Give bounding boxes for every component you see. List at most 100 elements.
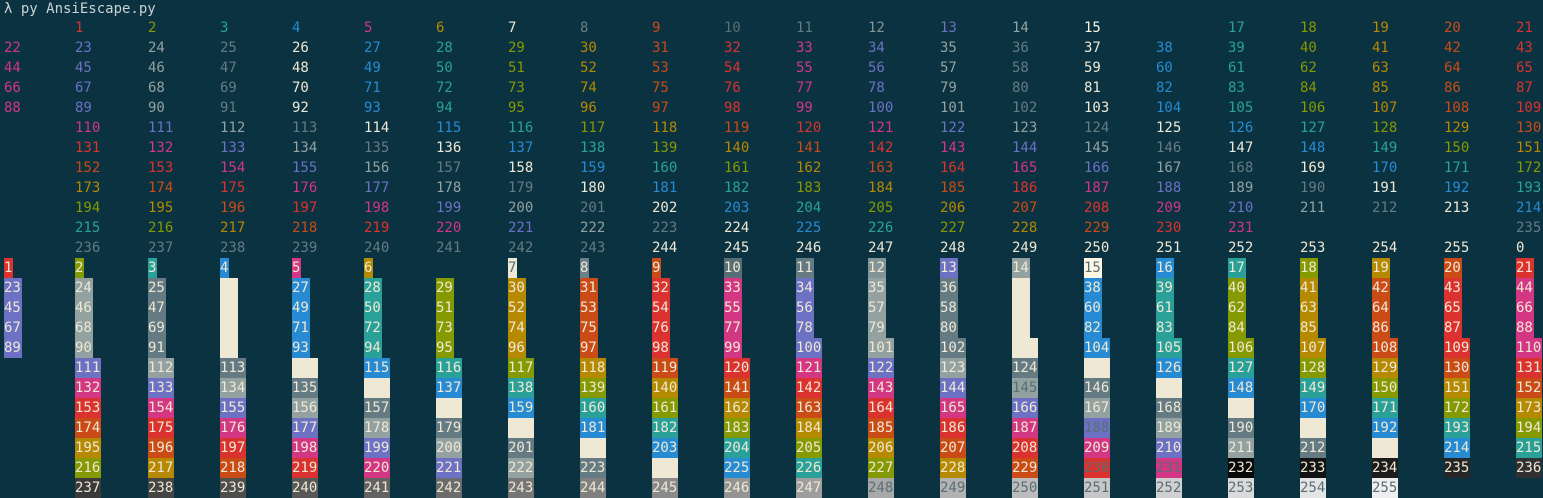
color-cell: 102 [940,338,967,358]
color-cell: 202 [580,438,607,458]
color-cell: 36 [1012,40,1029,56]
color-cell: 15 [1084,20,1101,36]
color-cell: 255 [1372,478,1399,498]
color-cell: 77 [724,318,742,338]
color-cell: 200 [508,200,534,216]
color-cell: 142 [868,140,894,156]
color-cell: 188 [1156,180,1182,196]
color-cell: 176 [292,180,318,196]
color-cell: 246 [724,478,751,498]
color-cell: 110 [75,120,101,136]
color-cell: 101 [940,100,966,116]
color-cell: 114 [364,120,390,136]
color-cell: 251 [1084,478,1111,498]
color-cell: 89 [75,100,92,116]
color-cell: 16 [1156,258,1174,278]
color-cell: 3 [220,20,229,36]
color-cell: 45 [75,60,92,76]
color-cell: 92 [292,100,309,116]
color-cell: 112 [220,120,246,136]
color-cell: 99 [796,100,813,116]
color-cell: 103 [1012,338,1039,358]
color-cell: 65 [1516,60,1533,76]
color-cell: 12 [868,20,885,36]
color-cell: 252 [1228,240,1254,256]
color-cell: 190 [1228,418,1255,438]
color-cell: 221 [508,220,534,236]
color-cell: 21 [1516,258,1534,278]
color-cell: 98 [652,338,670,358]
color-cell: 119 [652,358,679,378]
color-cell: 54 [724,60,741,76]
color-cell: 159 [580,160,606,176]
color-cell: 204 [796,200,822,216]
color-cell: 211 [1300,200,1326,216]
color-cell: 81 [1012,318,1030,338]
color-cell: 129 [1444,120,1470,136]
color-cell: 120 [724,358,751,378]
color-cell: 25 [148,278,166,298]
color-cell: 86 [1372,318,1390,338]
color-cell: 104 [1084,338,1111,358]
color-cell: 87 [1516,80,1533,96]
color-cell: 44 [1516,278,1534,298]
color-cell: 221 [436,458,463,478]
color-cell: 169 [1228,398,1255,418]
color-cell: 242 [436,478,463,498]
color-cell: 251 [1156,240,1182,256]
color-cell: 169 [1300,160,1326,176]
color-cell: 211 [1228,438,1255,458]
color-cell: 101 [868,338,895,358]
color-cell: 177 [364,180,390,196]
color-cell: 82 [1084,318,1102,338]
color-cell: 160 [580,398,607,418]
color-cell: 58 [1012,60,1029,76]
color-cell: 7 [508,258,518,278]
color-cell: 62 [1228,298,1246,318]
color-cell: 74 [580,80,597,96]
color-cell: 39 [1156,278,1174,298]
color-cell: 122 [940,120,966,136]
color-cell: 163 [796,398,823,418]
color-cell: 170 [1300,398,1327,418]
color-cell: 95 [508,100,525,116]
color-cell: 69 [220,80,237,96]
color-cell: 185 [868,418,895,438]
color-cell: 202 [652,200,678,216]
color-cell: 136 [436,140,462,156]
color-cell: 170 [1372,160,1398,176]
color-cell: 214 [1516,200,1542,216]
color-cell: 132 [75,378,102,398]
prompt-line: λ py AnsiEscape.py [4,1,156,17]
color-cell: 247 [796,478,823,498]
color-cell: 30 [580,40,597,56]
color-cell: 79 [940,80,957,96]
color-cell: 178 [364,418,391,438]
color-cell: 110 [1516,338,1543,358]
color-cell: 6 [364,258,374,278]
color-cell: 229 [1084,220,1110,236]
color-cell: 109 [1444,338,1471,358]
color-cell: 0 [1516,240,1525,256]
color-cell: 220 [364,458,391,478]
color-cell: 7 [508,20,517,36]
color-cell: 181 [580,418,607,438]
color-cell: 47 [220,60,237,76]
color-cell: 99 [724,338,742,358]
color-cell: 201 [508,438,535,458]
color-cell: 240 [292,478,319,498]
color-cell: 28 [364,278,382,298]
color-cell: 127 [1300,120,1326,136]
color-cell: 205 [796,438,823,458]
color-cell: 22 [4,40,21,56]
color-cell: 215 [75,220,101,236]
color-cell: 61 [1228,60,1245,76]
color-cell: 161 [652,398,679,418]
color-cell: 232 [1228,458,1255,478]
color-cell: 43 [1516,40,1533,56]
color-cell: 128 [1300,358,1327,378]
color-cell: 174 [148,180,174,196]
color-cell: 135 [292,378,319,398]
color-cell: 1 [75,20,84,36]
